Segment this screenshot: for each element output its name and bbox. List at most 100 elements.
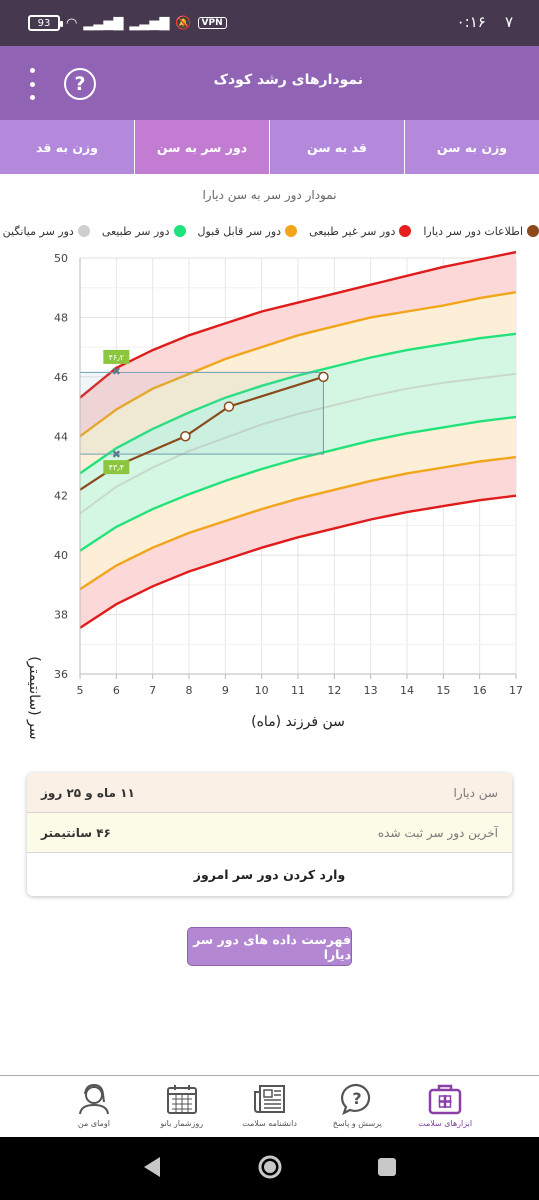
badge-marker: ✖ xyxy=(112,365,121,378)
child-data-point xyxy=(223,401,235,412)
overflow-menu-icon[interactable] xyxy=(26,68,38,100)
x-tick-label: 17 xyxy=(509,684,523,697)
chart-tabs: وزن به سن قد به سن دور سر به سن وزن به ق… xyxy=(0,120,539,174)
tab-weight-height[interactable]: وزن به قد xyxy=(0,120,134,174)
legend-item-normal[interactable]: دور سر طبیعی xyxy=(102,220,186,242)
y-axis-label: دور سر (سانتیمتر) xyxy=(26,656,42,740)
chart-axes: 5 6 7 8 9 10 11 12 13 14 15 16 17 36 38 40 42 44 46 48 50 xyxy=(54,252,523,697)
nav-qa[interactable]: ? پرسش و پاسخ xyxy=(313,1076,401,1137)
legend-item-mean[interactable]: دور سر میانگین xyxy=(3,220,90,242)
chart-title: نمودار دور سر به سن دیارا xyxy=(202,188,337,202)
legend-label: اطلاعات دور سر دیارا xyxy=(423,224,523,238)
x-tick-label: 13 xyxy=(364,684,378,697)
legend-item-abnormal[interactable]: دور سر غیر طبیعی xyxy=(309,220,412,242)
nav-health-tools[interactable]: ابزارهای سلامت xyxy=(401,1076,489,1137)
home-icon[interactable] xyxy=(258,1155,282,1179)
head-growth-chart: ✖ ۴۶٫۲ ✖ ۴۳٫۴ 5 6 7 8 9 10 11 12 13 14 15 16 17 36 38 40 42… xyxy=(26,250,523,740)
child-data-point xyxy=(180,431,191,442)
nav-label: پرسش و پاسخ xyxy=(332,1119,382,1128)
nav-label: دانشنامه سلامت xyxy=(242,1119,297,1128)
tab-head-age[interactable]: دور سر به سن xyxy=(134,120,269,174)
x-tick-label: 12 xyxy=(327,684,341,697)
vpn-badge: VPN xyxy=(197,17,227,29)
tab-weight-age[interactable]: وزن به سن xyxy=(404,120,539,174)
nav-encyclopedia[interactable]: دانشنامه سلامت xyxy=(226,1076,314,1137)
info-card: سن دیارا ۱۱ ماه و ۲۵ روز آخرین دور سر ثب… xyxy=(27,773,512,896)
age-label: سن دیارا xyxy=(453,785,498,800)
bottom-nav: ابزارهای سلامت ? پرسش و پاسخ دانشنامه سل… xyxy=(0,1075,539,1137)
enter-today-button[interactable]: وارد کردن دور سر امروز xyxy=(193,867,346,882)
legend-label: دور سر طبیعی xyxy=(101,224,170,238)
y-tick-label: 36 xyxy=(54,668,68,681)
tab-label: وزن به قد xyxy=(35,139,99,155)
status-time: ۷ ۰:۱۶ xyxy=(457,13,513,31)
help-button[interactable]: ? xyxy=(64,68,96,100)
chart-band xyxy=(80,252,516,437)
value-badge-label: ۴۳٫۴ xyxy=(109,463,125,472)
legend-dot xyxy=(527,225,539,237)
legend-item-acceptable[interactable]: دور سر قابل قبول xyxy=(198,220,298,242)
signal-icon-2: ▂▃▅▇ xyxy=(129,15,170,31)
page-title: نمودارهای رشد کودک xyxy=(213,72,363,88)
y-tick-label: 46 xyxy=(54,371,68,384)
notification-digit: ۷ xyxy=(504,13,513,31)
legend-dot xyxy=(173,225,186,237)
legend-label: دور سر قابل قبول xyxy=(197,224,282,238)
last-measure-value: ۴۶ سانتیمتر xyxy=(41,825,111,840)
svg-text:?: ? xyxy=(353,1089,362,1108)
back-icon[interactable] xyxy=(144,1157,160,1177)
tab-label: وزن به سن xyxy=(436,139,508,155)
chart-band xyxy=(80,457,516,628)
nav-label: اومای من xyxy=(77,1119,110,1128)
chart-child-series: ✖ ۴۶٫۲ ✖ ۴۳٫۴ xyxy=(79,349,329,491)
legend-label: دور سر غیر طبیعی xyxy=(309,224,396,238)
medical-kit-icon xyxy=(428,1084,462,1115)
mute-icon: 🔕 xyxy=(175,15,192,31)
chart-curves xyxy=(79,250,517,629)
clock: ۰:۱۶ xyxy=(456,13,486,31)
curve-mean xyxy=(79,372,517,515)
legend-dot xyxy=(285,225,298,237)
tab-label: قد به سن xyxy=(307,139,367,155)
value-badge xyxy=(103,349,130,364)
user-avatar-icon xyxy=(78,1083,109,1115)
data-list-button[interactable]: فهرست داده های دور سر دیارا xyxy=(187,927,352,966)
recents-icon[interactable] xyxy=(378,1158,396,1176)
x-tick-label: 9 xyxy=(222,684,229,697)
tab-label: دور سر به سن xyxy=(156,139,248,155)
child-data-point xyxy=(318,371,329,383)
signal-icon: ▂▃▅▇ xyxy=(83,15,124,31)
tab-height-age[interactable]: قد به سن xyxy=(269,120,404,174)
x-tick-label: 10 xyxy=(255,684,269,697)
nav-my-profile[interactable]: اومای من xyxy=(50,1076,138,1137)
legend-item-child[interactable]: اطلاعات دور سر دیارا xyxy=(423,220,539,242)
y-tick-label: 44 xyxy=(54,430,68,443)
curve-lower-acceptable xyxy=(79,455,517,591)
wifi-icon: ◠ xyxy=(66,15,78,31)
nav-label: ابزارهای سلامت xyxy=(418,1119,473,1128)
legend-label: دور سر میانگین xyxy=(2,224,74,238)
last-measure-label: آخرین دور سر ثبت شده xyxy=(377,825,498,840)
x-tick-label: 8 xyxy=(186,684,193,697)
y-tick-label: 40 xyxy=(54,549,68,562)
app-bar: ? نمودارهای رشد کودک xyxy=(0,46,539,120)
value-badge xyxy=(103,460,130,475)
x-tick-label: 5 xyxy=(77,684,84,697)
nav-calendar[interactable]: روزشمار بانو xyxy=(138,1076,226,1137)
badge-marker: ✖ xyxy=(112,448,121,461)
x-axis-label: سن فرزند (ماه) xyxy=(251,714,345,730)
range-box xyxy=(79,371,324,455)
status-bar: 93 ◠ ▂▃▅▇ ▂▃▅▇ 🔕 VPN ۷ ۰:۱۶ xyxy=(0,0,539,46)
x-tick-label: 7 xyxy=(149,684,156,697)
chart-range-box xyxy=(79,371,324,455)
calendar-icon xyxy=(166,1085,197,1114)
status-icons: 93 ◠ ▂▃▅▇ ▂▃▅▇ 🔕 VPN xyxy=(28,14,227,32)
question-bubble-icon: ? xyxy=(341,1083,371,1116)
curve-lower-abnormal xyxy=(79,494,517,629)
curve-upper-acceptable xyxy=(79,291,517,438)
y-tick-label: 42 xyxy=(54,490,68,503)
battery-icon: 93 xyxy=(28,15,63,31)
battery-level: 93 xyxy=(37,17,51,29)
nav-label: روزشمار بانو xyxy=(160,1119,204,1128)
y-tick-label: 50 xyxy=(54,252,68,265)
